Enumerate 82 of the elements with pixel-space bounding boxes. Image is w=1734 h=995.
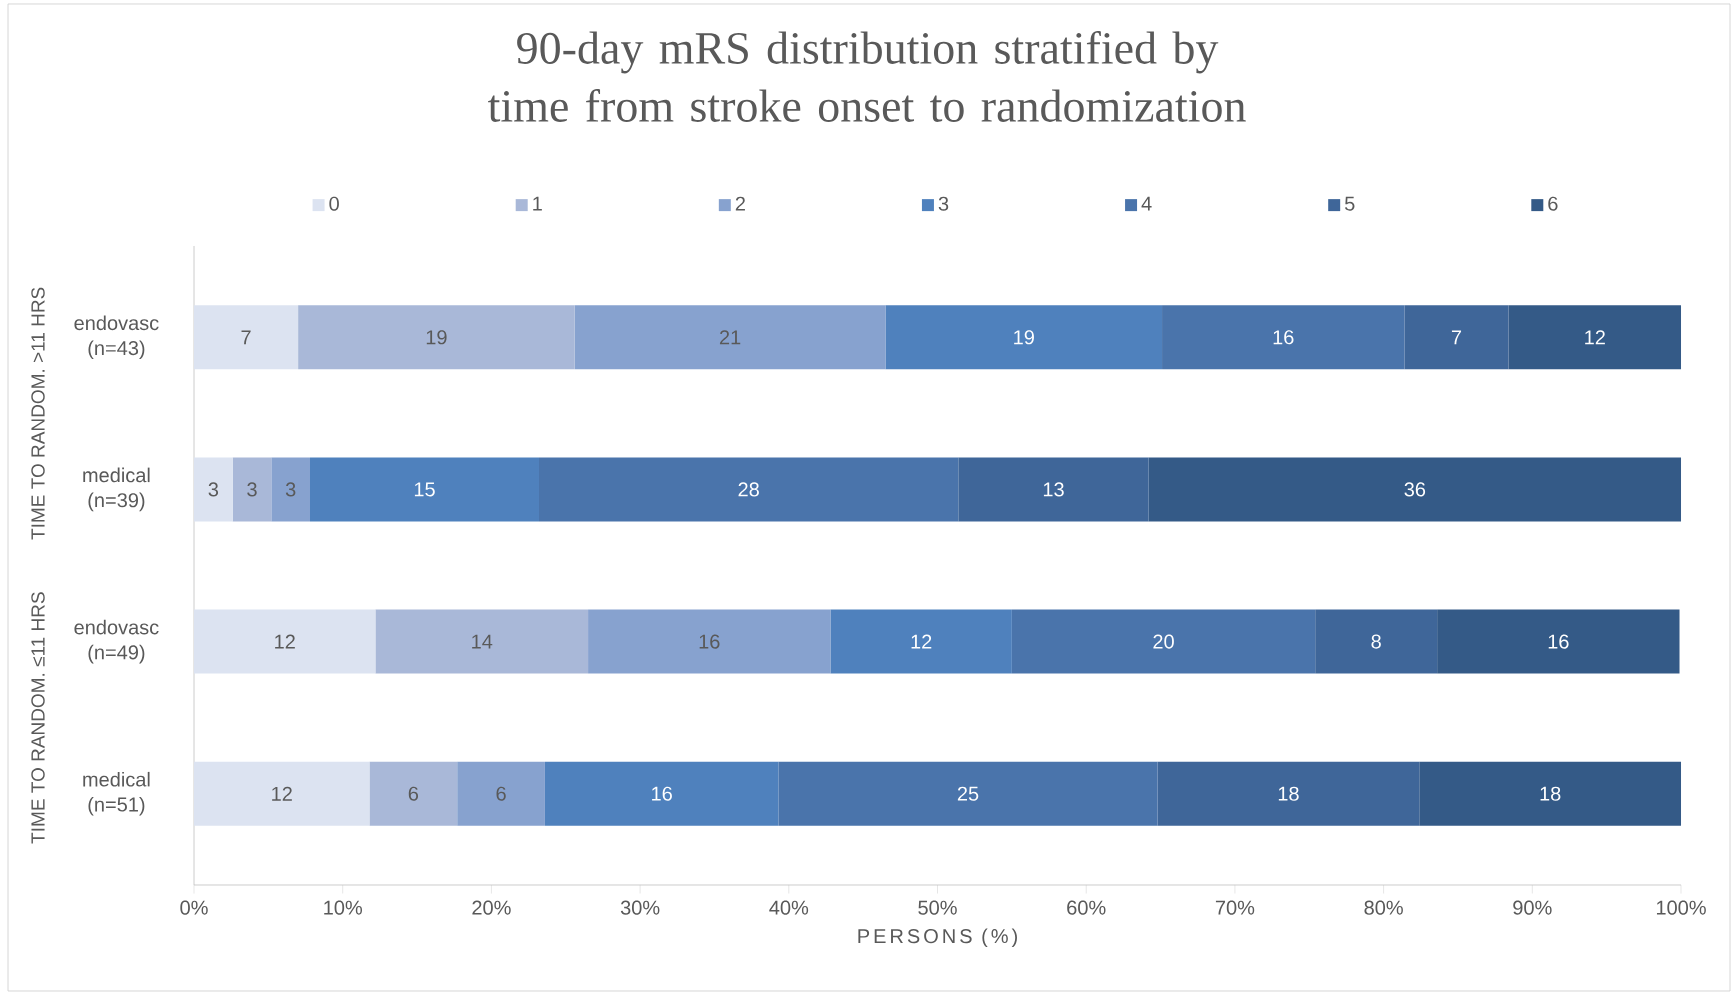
data-label: 18	[1540, 786, 1561, 801]
data-label: 15	[414, 482, 435, 497]
x-tick-label: 70%	[1215, 900, 1255, 915]
legend-label: 2	[735, 196, 745, 211]
legend-label: 6	[1548, 196, 1558, 211]
bar	[1404, 305, 1509, 370]
bar	[232, 457, 272, 522]
bar	[194, 305, 299, 370]
data-label: 16	[699, 634, 720, 649]
x-tick-label: 90%	[1513, 900, 1552, 915]
bar	[309, 457, 539, 522]
y-tick-label: medical (n=51)	[83, 771, 150, 816]
data-label: 19	[1014, 330, 1034, 345]
bar	[194, 457, 233, 522]
text: TIME TO RANDOM. >11 HRS	[31, 287, 45, 540]
data-label: 8	[1371, 634, 1381, 649]
bar	[271, 457, 310, 522]
bar	[1419, 761, 1682, 826]
x-tick-label: 0%	[180, 900, 208, 915]
data-label: 12	[272, 786, 292, 801]
bar	[194, 609, 376, 674]
bar	[1508, 305, 1682, 370]
bar	[194, 761, 370, 826]
data-label: 21	[719, 330, 741, 345]
bar	[1011, 609, 1316, 674]
bar	[778, 761, 1158, 826]
data-label: 6	[496, 786, 506, 801]
chart-title: 90-day mRS distribution stratified by time from stroke onset to randomization	[488, 31, 1246, 122]
bar	[958, 457, 1149, 522]
legend-label: 4	[1141, 196, 1152, 211]
bar	[574, 305, 886, 370]
legend-label: 0	[329, 196, 339, 211]
data-label: 16	[652, 786, 672, 801]
data-label: 19	[426, 330, 447, 345]
y-tick-label: endovasc (n=49)	[74, 619, 159, 664]
x-tick-label: 10%	[324, 900, 363, 915]
y-tick-label: endovasc (n=43)	[74, 315, 159, 360]
bar	[830, 609, 1012, 674]
x-tick-label: 40%	[769, 900, 809, 915]
bar	[588, 609, 831, 674]
bar	[1315, 609, 1438, 674]
bar	[1437, 609, 1680, 674]
data-label: 25	[957, 786, 979, 801]
data-label: 12	[275, 634, 295, 649]
bar	[369, 761, 458, 826]
data-label: 12	[911, 634, 932, 649]
data-label: 16	[1548, 634, 1569, 649]
data-label: 7	[1451, 330, 1462, 345]
bar	[885, 305, 1163, 370]
data-label: 6	[408, 786, 419, 801]
data-label: 36	[1404, 482, 1426, 497]
y-tick-label: medical (n=39)	[83, 467, 150, 512]
bar	[375, 609, 589, 674]
legend-label: 5	[1345, 196, 1355, 211]
legend-label: 1	[533, 196, 542, 211]
x-tick-label: 20%	[472, 900, 511, 915]
data-label: 18	[1278, 786, 1299, 801]
x-tick-label: 100%	[1656, 900, 1706, 915]
x-tick-label: 60%	[1067, 900, 1106, 915]
bar	[298, 305, 575, 370]
data-label: 3	[247, 482, 257, 497]
bar	[544, 761, 779, 826]
x-tick-label: 80%	[1364, 900, 1403, 915]
data-label: 28	[738, 482, 759, 497]
data-label: 20	[1153, 634, 1174, 649]
x-tick-label: 50%	[918, 900, 957, 915]
bar	[1162, 305, 1405, 370]
x-axis-title: PERSONS (%)	[858, 928, 1017, 948]
data-label: 3	[208, 482, 219, 497]
bar	[1157, 761, 1420, 826]
data-label: 13	[1043, 482, 1064, 497]
text: TIME TO RANDOM. ≤11 HRS	[31, 592, 45, 844]
legend-label: 3	[938, 196, 949, 211]
bar	[539, 457, 959, 522]
data-label: 14	[472, 634, 493, 649]
bar	[457, 761, 545, 826]
data-label: 12	[1585, 330, 1605, 345]
data-label: 7	[241, 330, 251, 345]
x-tick-label: 30%	[620, 900, 660, 915]
data-label: 3	[285, 482, 296, 497]
data-label: 16	[1273, 330, 1294, 345]
bar	[1148, 457, 1682, 522]
